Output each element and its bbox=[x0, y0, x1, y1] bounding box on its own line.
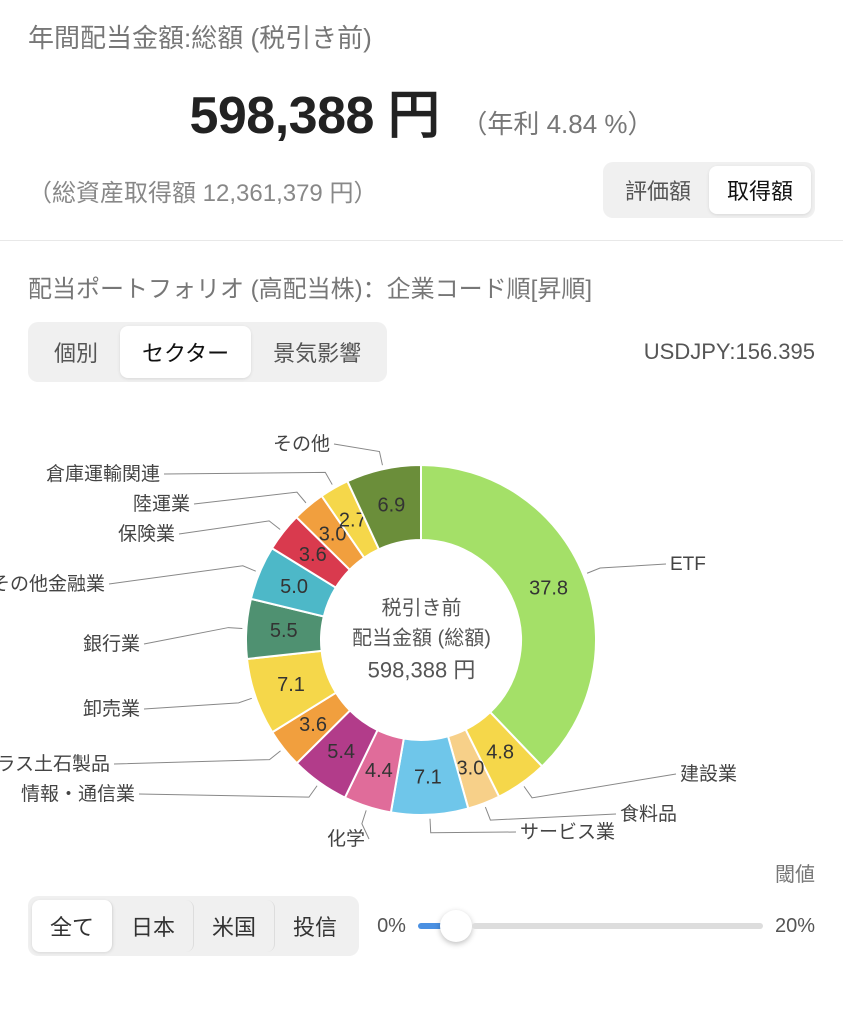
annual-rate: （年利 4.84 %） bbox=[461, 104, 653, 141]
filter-fund[interactable]: 投信 bbox=[275, 900, 355, 952]
svg-text:倉庫運輸関連: 倉庫運輸関連 bbox=[46, 463, 160, 485]
svg-text:サービス業: サービス業 bbox=[520, 821, 615, 843]
dividend-amount: 598,388 円 bbox=[189, 73, 439, 148]
eval-toggle[interactable]: 評価額 bbox=[607, 166, 709, 214]
svg-text:保険業: 保険業 bbox=[118, 523, 175, 545]
center-line-1: 税引き前 bbox=[352, 594, 491, 624]
svg-text:陸運業: 陸運業 bbox=[133, 493, 190, 515]
tab-sector[interactable]: セクター bbox=[120, 326, 251, 378]
svg-text:4.4: 4.4 bbox=[365, 760, 393, 782]
slider-max: 20% bbox=[775, 915, 815, 938]
tab-individual[interactable]: 個別 bbox=[32, 326, 120, 378]
svg-text:3.6: 3.6 bbox=[299, 544, 327, 566]
svg-text:ETF: ETF bbox=[670, 554, 706, 575]
svg-text:3.0: 3.0 bbox=[457, 757, 485, 779]
threshold-slider[interactable] bbox=[418, 910, 763, 942]
page-title: 年間配当金額:総額 (税引き前) bbox=[28, 18, 815, 55]
svg-text:7.1: 7.1 bbox=[414, 766, 442, 788]
slider-min: 0% bbox=[377, 915, 406, 938]
svg-text:6.9: 6.9 bbox=[377, 495, 405, 517]
svg-text:5.5: 5.5 bbox=[270, 620, 298, 642]
center-line-2: 配当金額 (総額) bbox=[352, 624, 491, 654]
svg-text:7.1: 7.1 bbox=[277, 674, 305, 696]
svg-text:銀行業: 銀行業 bbox=[83, 633, 140, 655]
sector-donut-chart: 37.8 ETF 4.8 建設業 3.0 食料品 7.1 サービス業 4.4 化学 5.4 情報・通信… bbox=[0, 400, 843, 880]
filter-us[interactable]: 米国 bbox=[194, 900, 275, 952]
svg-text:3.6: 3.6 bbox=[299, 714, 327, 736]
value-toggle: 評価額 取得額 bbox=[603, 162, 815, 218]
filter-all[interactable]: 全て bbox=[32, 900, 113, 952]
svg-text:4.8: 4.8 bbox=[486, 741, 514, 763]
center-amount: 598,388 円 bbox=[352, 654, 491, 687]
svg-text:ガラス土石製品: ガラス土石製品 bbox=[0, 753, 110, 775]
slider-thumb[interactable] bbox=[440, 910, 472, 942]
svg-text:建設業: 建設業 bbox=[680, 763, 737, 785]
filter-japan[interactable]: 日本 bbox=[113, 900, 194, 952]
fx-rate: USDJPY:156.395 bbox=[644, 339, 815, 365]
portfolio-title: 配当ポートフォリオ (高配当株)：企業コード順[昇順] bbox=[0, 241, 843, 322]
svg-text:卸売業: 卸売業 bbox=[83, 698, 140, 720]
svg-text:その他金融業: その他金融業 bbox=[0, 573, 105, 595]
tab-cycle[interactable]: 景気影響 bbox=[251, 326, 383, 378]
svg-text:その他: その他 bbox=[273, 433, 330, 455]
threshold-label: 閾値 bbox=[775, 858, 815, 887]
acq-toggle[interactable]: 取得額 bbox=[709, 166, 811, 214]
svg-text:37.8: 37.8 bbox=[529, 578, 568, 600]
chart-center-label: 税引き前 配当金額 (総額) 598,388 円 bbox=[352, 594, 491, 687]
total-acquisition: （総資産取得額 12,361,379 円） bbox=[28, 173, 377, 208]
svg-text:化学: 化学 bbox=[327, 828, 365, 850]
svg-text:情報・通信業: 情報・通信業 bbox=[21, 783, 135, 805]
svg-text:5.0: 5.0 bbox=[280, 576, 308, 598]
svg-text:5.4: 5.4 bbox=[327, 741, 355, 763]
region-filters: 全て 日本 米国 投信 bbox=[28, 896, 359, 956]
svg-text:食料品: 食料品 bbox=[620, 803, 677, 825]
view-tabs: 個別 セクター 景気影響 bbox=[28, 322, 387, 382]
